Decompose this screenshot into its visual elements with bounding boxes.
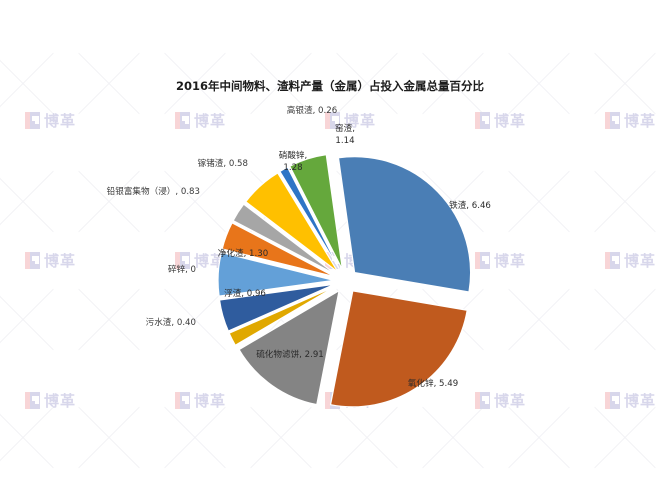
pie-slice-label-7: 净化渣, 1.30 <box>218 247 268 259</box>
pie-slice-12[interactable] <box>288 154 343 270</box>
pie-slice-9[interactable] <box>232 203 337 276</box>
pie-slice-label-5: 浮渣, 0.96 <box>224 287 266 299</box>
pie-slice-8[interactable] <box>221 222 336 278</box>
pie-slice-label-8: 铅银富集物（浸）, 0.83 <box>107 185 200 197</box>
pie-slice-2[interactable] <box>329 290 468 408</box>
pie-slice-label-6: 碎锌, 0 <box>168 263 196 275</box>
pie-slice-10[interactable] <box>244 172 339 273</box>
pie-slice-label-4: 污水渣, 0.40 <box>146 316 196 328</box>
pie-slice-5[interactable] <box>218 283 335 332</box>
pie-slice-label-2: 氧化锌, 5.49 <box>408 377 458 389</box>
pie-slice-label-9: 镓锗渣, 0.58 <box>198 157 248 169</box>
pie-slice-label-10: 硝酸锌, 1.28 <box>279 149 308 173</box>
pie-slice-7[interactable] <box>217 251 335 297</box>
pie-slice-11[interactable] <box>279 166 341 271</box>
chart-title: 2016年中间物料、渣料产量（金属）占投入金属总量百分比 <box>175 79 484 93</box>
pie-slice-3[interactable] <box>238 289 340 406</box>
pie-slice-label-3: 硫化物滤饼, 2.91 <box>256 348 324 360</box>
pie-slice-label-12: 窑渣, 1.14 <box>335 122 355 146</box>
pie-slice-1[interactable] <box>337 156 472 293</box>
pie-slice-label-1: 铁渣, 6.46 <box>449 199 491 211</box>
pie-slice-4[interactable] <box>228 285 336 347</box>
pie-slice-label-11: 高银渣, 0.26 <box>287 104 337 116</box>
